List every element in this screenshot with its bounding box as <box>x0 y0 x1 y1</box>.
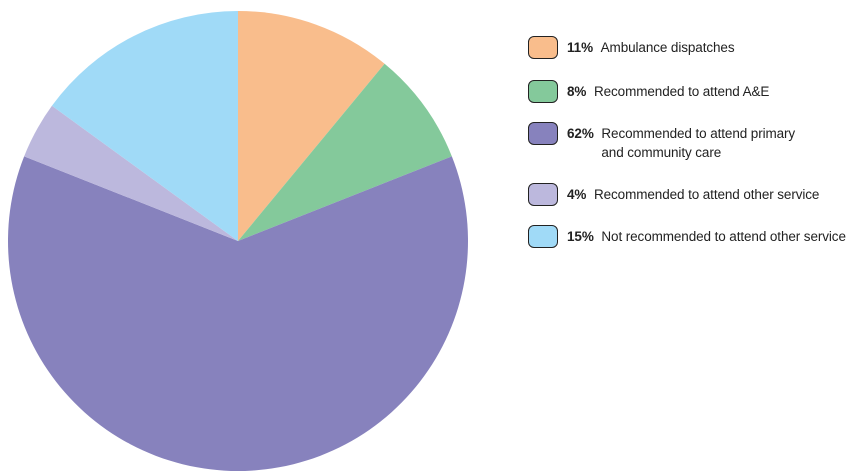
legend-percent: 62% <box>567 126 594 141</box>
legend-swatch <box>528 36 558 59</box>
pie-slice-4 <box>24 105 239 241</box>
legend-category: Recommended to attend other service <box>593 187 820 202</box>
legend-item: 8% Recommended to attend A&E <box>528 80 769 103</box>
pie-slice-5 <box>51 11 239 241</box>
legend-swatch <box>528 183 558 206</box>
legend-item: 15% Not recommended to attend other serv… <box>528 225 846 248</box>
legend-percent: 15% <box>567 229 594 244</box>
legend-category: Recommended to attend primary and commun… <box>601 126 796 160</box>
legend-label: 11% Ambulance dispatches <box>567 36 735 57</box>
legend-label: 4% Recommended to attend other service <box>567 183 819 204</box>
pie-slice-2 <box>238 63 452 241</box>
pie-chart <box>7 11 468 471</box>
legend-percent: 11% <box>567 40 593 55</box>
legend-label: 15% Not recommended to attend other serv… <box>567 225 846 246</box>
legend-category: Recommended to attend A&E <box>593 84 770 99</box>
legend-item: 62% Recommended to attend primary and co… <box>528 122 795 162</box>
legend-category: Ambulance dispatches <box>600 40 735 55</box>
legend-swatch <box>528 122 558 145</box>
legend-item: 11% Ambulance dispatches <box>528 36 735 59</box>
legend-swatch <box>528 80 558 103</box>
legend-category: Not recommended to attend other service <box>601 229 846 244</box>
legend-label: 62% Recommended to attend primary and co… <box>567 122 795 162</box>
legend-swatch <box>528 225 558 248</box>
pie-slice-3 <box>7 156 468 471</box>
legend-percent: 8% <box>567 84 587 99</box>
legend-percent: 4% <box>567 187 587 202</box>
legend-item: 4% Recommended to attend other service <box>528 183 819 206</box>
legend-label: 8% Recommended to attend A&E <box>567 80 769 101</box>
pie-slice-1 <box>238 11 385 241</box>
